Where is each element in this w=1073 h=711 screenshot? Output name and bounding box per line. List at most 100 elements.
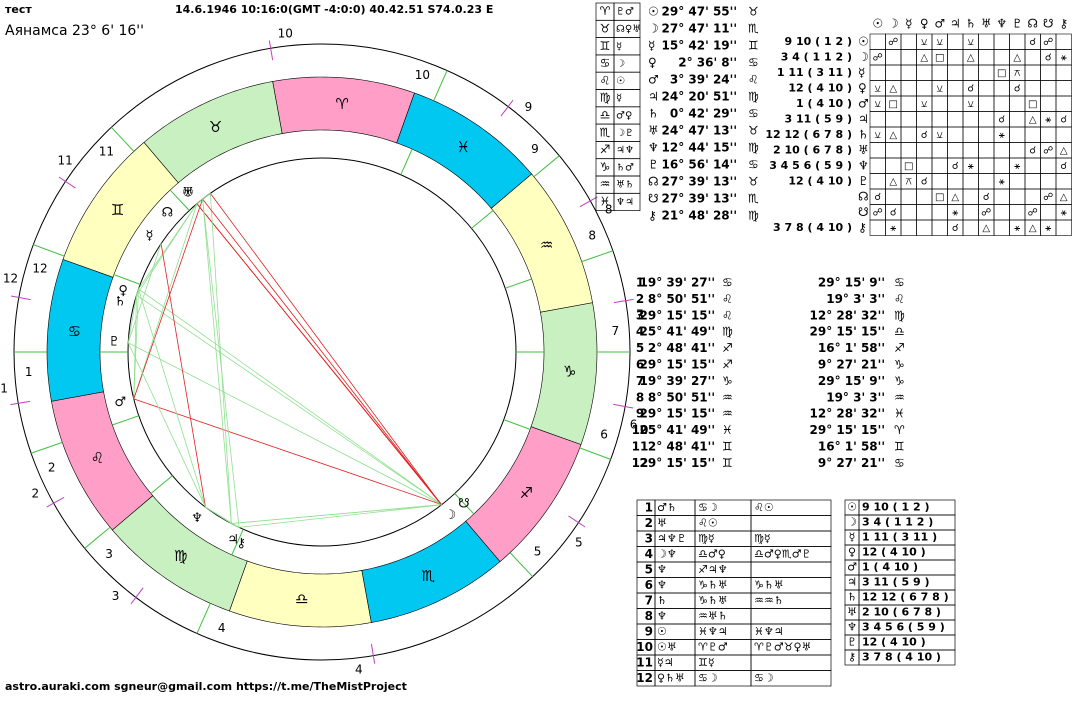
grid-cell bbox=[962, 188, 979, 205]
occupant-signs-2: ♌☉ bbox=[754, 501, 774, 514]
occupant-planets: ♆ bbox=[657, 609, 667, 622]
planet-glyph: ☽ bbox=[445, 508, 457, 523]
ruler-planets: ☽ bbox=[616, 59, 625, 70]
planet-position: 0° 42' 29'' bbox=[670, 107, 737, 121]
ruler-planets: ♄♂ bbox=[616, 162, 634, 173]
planet-sign: ♊ bbox=[748, 39, 759, 53]
grid-cell bbox=[993, 188, 1010, 205]
list-houses: 1 ( 4 10 ) bbox=[862, 561, 918, 574]
grid-cell bbox=[993, 80, 1010, 97]
house-number-alt: 4 bbox=[355, 662, 363, 676]
house-cusp2-pos: 29° 15' 15'' bbox=[810, 325, 885, 339]
ruler-sign: ♏ bbox=[600, 125, 611, 139]
aspect-line bbox=[209, 193, 232, 524]
aspect-symbol: △ bbox=[889, 83, 897, 94]
aspect-symbol: ☍ bbox=[981, 207, 991, 218]
aspect-symbol: ⚹ bbox=[890, 223, 896, 234]
grid-cell bbox=[1024, 49, 1041, 66]
planet-position: 12° 44' 15'' bbox=[662, 141, 737, 155]
aspect-symbol: ⚹ bbox=[1061, 207, 1067, 218]
grid-row-glyph: ☋ bbox=[858, 205, 869, 219]
grid-row-glyph: ♇ bbox=[858, 174, 869, 188]
planet-position: 27° 39' 13'' bbox=[662, 175, 737, 189]
house-num: 11 bbox=[632, 440, 649, 454]
grid-row-glyph: ☽ bbox=[858, 50, 869, 64]
house-cusp bbox=[30, 441, 63, 454]
house-cusp-pos: 8° 50' 51'' bbox=[648, 390, 715, 404]
aspect-symbol: ⚺ bbox=[967, 37, 974, 48]
grid-cell bbox=[962, 173, 979, 190]
ruler-sign: ♋ bbox=[600, 56, 611, 70]
grid-row-houses: 3 4 ( 1 1 2 ) bbox=[781, 50, 852, 63]
aspect-symbol: ⚻ bbox=[1014, 68, 1021, 79]
grid-cell bbox=[900, 188, 917, 205]
aspect-symbol: ☌ bbox=[998, 114, 1005, 125]
aspect-symbol: ⚹ bbox=[1014, 161, 1020, 172]
planet-sign: ♌ bbox=[748, 73, 759, 87]
grid-cell bbox=[916, 64, 933, 81]
aspect-symbol: ⚹ bbox=[1061, 52, 1067, 63]
planet-glyph: ☽ bbox=[648, 22, 659, 36]
occupant-house: 6 bbox=[645, 578, 653, 592]
aspect-symbol: ⚹ bbox=[999, 176, 1005, 187]
grid-cell bbox=[931, 111, 948, 128]
planet-glyph: ♃ bbox=[648, 90, 659, 104]
list-houses: 9 10 ( 1 2 ) bbox=[862, 501, 929, 514]
ruler-planets: ☽♇ bbox=[616, 128, 634, 139]
aspect-symbol: ⚺ bbox=[936, 130, 943, 141]
aspect-symbol: ⚺ bbox=[936, 37, 943, 48]
planet-sign: ♍ bbox=[748, 90, 759, 104]
aspect-symbol: ⚹ bbox=[1045, 114, 1051, 125]
house-number: 5 bbox=[534, 544, 542, 558]
aspect-symbol: △ bbox=[1060, 145, 1068, 156]
grid-cell bbox=[978, 173, 995, 190]
table-cell bbox=[750, 561, 832, 578]
grid-cell bbox=[869, 111, 886, 128]
aspect-symbol: ☌ bbox=[952, 161, 959, 172]
grid-cell bbox=[962, 219, 979, 236]
occupant-house: 12 bbox=[636, 671, 653, 685]
grid-row-glyph: ☊ bbox=[858, 189, 869, 203]
occupant-signs-2: ♑♄♅ bbox=[754, 578, 784, 591]
aspect-line bbox=[133, 198, 203, 400]
house-number-alt: 8 bbox=[605, 202, 613, 216]
grid-cell bbox=[885, 157, 902, 174]
grid-cell bbox=[1055, 33, 1072, 50]
house-cusp-alt bbox=[613, 403, 634, 409]
ruler-sign: ♐ bbox=[600, 143, 611, 157]
grid-cell bbox=[1024, 173, 1041, 190]
occupant-house: 1 bbox=[645, 500, 653, 514]
planet-sign: ♉ bbox=[748, 124, 759, 138]
planet-position: 29° 47' 55'' bbox=[662, 5, 737, 19]
grid-cell bbox=[1055, 126, 1072, 143]
occupant-planets: ♀♄♅ bbox=[657, 671, 685, 684]
occupant-house: 4 bbox=[645, 547, 653, 561]
grid-row-houses: 3 4 5 6 ( 5 9 ) bbox=[769, 159, 852, 172]
grid-cell bbox=[931, 142, 948, 159]
planet-glyph: ♆ bbox=[648, 141, 659, 155]
aspect-symbol: △ bbox=[1029, 223, 1037, 234]
house-cusp2-sign: ♎ bbox=[894, 325, 905, 339]
aspect-symbol: ⚻ bbox=[905, 176, 912, 187]
footer: astro.auraki.com sgneur@gmail.com https:… bbox=[5, 680, 407, 693]
grid-cell bbox=[916, 188, 933, 205]
table-cell bbox=[750, 608, 832, 625]
aspect-symbol: ⚺ bbox=[874, 99, 881, 110]
house-num: 2 bbox=[636, 292, 644, 306]
grid-row-houses: 2 10 ( 6 7 8 ) bbox=[773, 143, 852, 156]
grid-cell bbox=[1009, 142, 1026, 159]
house-number: 7 bbox=[611, 324, 619, 338]
occupant-signs: ♎♂♀ bbox=[698, 547, 726, 560]
grid-cell bbox=[916, 80, 933, 97]
grid-cell bbox=[947, 173, 964, 190]
table-cell bbox=[858, 649, 956, 666]
aspect-symbol: △ bbox=[951, 192, 959, 203]
grid-cell bbox=[1040, 157, 1057, 174]
planet-position: 27° 39' 13'' bbox=[662, 192, 737, 206]
occupant-planets: ♅ bbox=[657, 516, 667, 529]
house-number: 3 bbox=[105, 547, 113, 561]
table-cell bbox=[750, 515, 832, 532]
grid-cell bbox=[978, 49, 995, 66]
house-cusp-alt bbox=[46, 496, 65, 508]
grid-cell bbox=[993, 33, 1010, 50]
